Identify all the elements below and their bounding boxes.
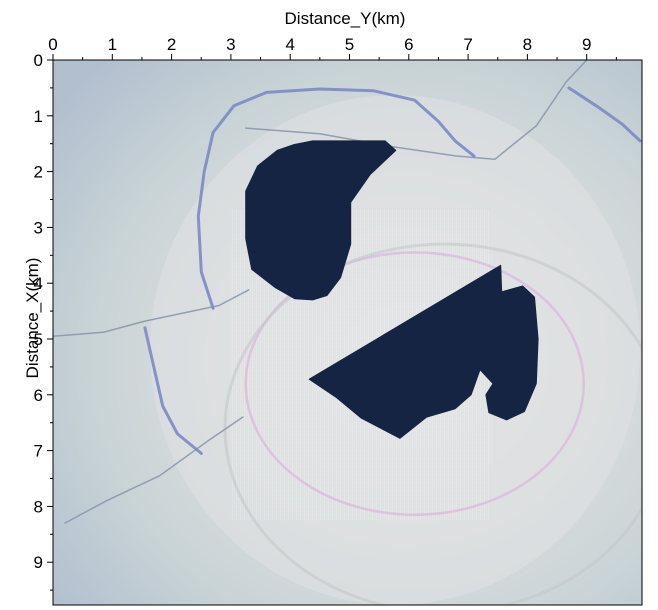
x-tick-label: 3 xyxy=(226,35,235,54)
dark-anomaly-lower xyxy=(308,264,539,439)
x-tick-label: 4 xyxy=(285,35,294,54)
plot-area xyxy=(53,60,642,605)
x-tick-label: 2 xyxy=(167,35,176,54)
x-tick-label: 5 xyxy=(345,35,354,54)
x-axis-title: Distance_Y(km) xyxy=(285,9,406,28)
blue-contour-left xyxy=(143,326,203,455)
y-tick-label: 8 xyxy=(34,497,43,516)
x-axis-top: 0 1 2 3 4 5 6 7 8 9 xyxy=(48,35,617,60)
x-tick-label: 7 xyxy=(463,35,472,54)
blue-contour-right xyxy=(567,86,642,143)
x-tick-label: 6 xyxy=(404,35,413,54)
ring-layer xyxy=(223,242,642,605)
fault-left xyxy=(53,289,250,337)
x-tick-label: 1 xyxy=(108,35,117,54)
y-tick-label: 0 xyxy=(34,51,43,70)
y-tick-label: 7 xyxy=(34,442,43,461)
x-tick-label: 9 xyxy=(582,35,591,54)
anomaly-region-layer xyxy=(245,140,539,439)
dark-anomaly-upper xyxy=(245,140,397,301)
y-tick-label: 5 xyxy=(34,330,43,349)
y-tick-label: 2 xyxy=(34,163,43,182)
y-tick-label: 9 xyxy=(34,553,43,572)
y-tick-label: 4 xyxy=(34,274,43,293)
y-tick-label: 6 xyxy=(34,386,43,405)
plot-frame xyxy=(52,59,643,606)
y-axis-left: 0 1 2 3 4 5 6 7 8 9 xyxy=(34,51,53,591)
x-tick-label: 8 xyxy=(523,35,532,54)
blue-contour-upper xyxy=(196,87,476,310)
fault-line-layer xyxy=(53,60,642,524)
fault-upper xyxy=(244,60,588,161)
y-tick-label: 3 xyxy=(34,218,43,237)
y-tick-label: 1 xyxy=(34,107,43,126)
x-tick-label: 0 xyxy=(48,35,57,54)
y-axis-title: Distance_X(km) xyxy=(23,258,42,379)
fault-lower-left xyxy=(64,416,244,524)
pink-ring xyxy=(244,251,585,517)
outer-ring xyxy=(223,242,642,605)
